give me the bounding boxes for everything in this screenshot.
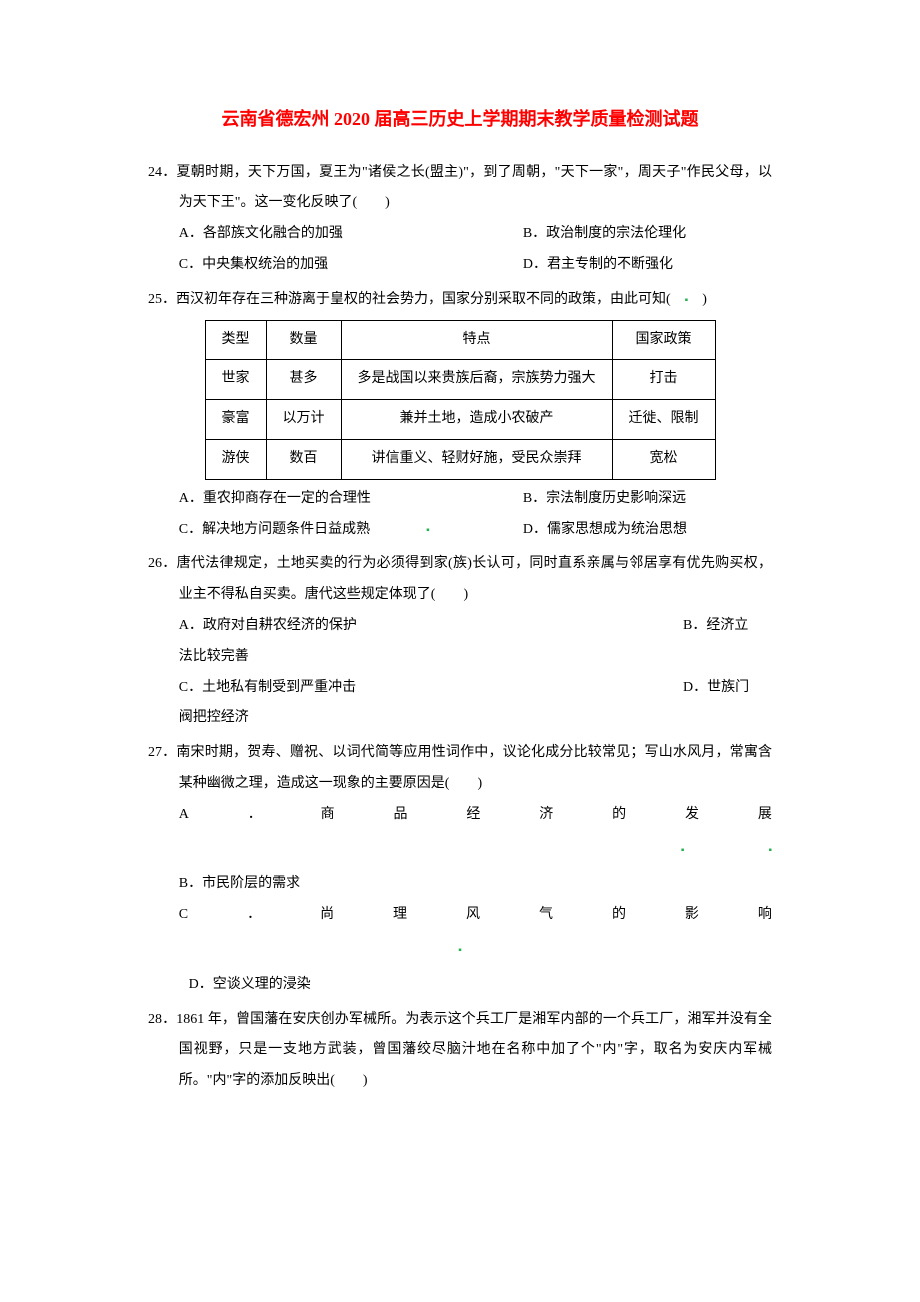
stem-text: 1861 年，曾国藩在安庆创办军械所。为表示这个兵工厂是湘军内部的一个兵工厂，湘… bbox=[176, 1012, 772, 1089]
stem-text-post: ) bbox=[688, 292, 707, 307]
table-cell: 以万计 bbox=[266, 400, 341, 440]
dots-row: ▪ ▪ bbox=[148, 835, 772, 866]
char: 风 bbox=[466, 900, 480, 931]
options-row: C．解决地方问题条件日益成熟 ▪ D．儒家思想成为统治思想 bbox=[148, 515, 772, 546]
char: C bbox=[179, 900, 188, 931]
char: 影 bbox=[685, 900, 699, 931]
question-stem: 27．南宋时期，贺寿、赠祝、以词代简等应用性词作中，议论化成分比较常见；写山水风… bbox=[148, 738, 772, 800]
table-header: 国家政策 bbox=[612, 320, 715, 360]
question-stem: 26．唐代法律规定，土地买卖的行为必须得到家(族)长认可，同时直系亲属与邻居享有… bbox=[148, 549, 772, 611]
question-27: 27．南宋时期，贺寿、赠祝、以词代简等应用性词作中，议论化成分比较常见；写山水风… bbox=[148, 738, 772, 1000]
option-d: D．君主专制的不断强化 bbox=[523, 250, 772, 281]
question-number: 24． bbox=[148, 165, 177, 180]
option-b-part1: B．经济立 bbox=[683, 611, 772, 642]
table-cell: 游侠 bbox=[205, 439, 266, 479]
question-number: 25． bbox=[148, 292, 176, 307]
table-row: 游侠 数百 讲信重义、轻财好施，受民众崇拜 宽松 bbox=[205, 439, 715, 479]
dot-icon: ▪ bbox=[681, 845, 685, 856]
table-cell: 甚多 bbox=[266, 360, 341, 400]
table-row: 世家 甚多 多是战国以来贵族后裔，宗族势力强大 打击 bbox=[205, 360, 715, 400]
option-c-text: C．解决地方问题条件日益成熟 bbox=[179, 522, 370, 537]
char: 发 bbox=[685, 800, 699, 831]
option-a-spread: A ． 商 品 经 济 的 发 展 bbox=[148, 800, 772, 831]
table-cell: 豪富 bbox=[205, 400, 266, 440]
option-d: D．空谈义理的浸染 bbox=[148, 970, 772, 1001]
question-number: 26． bbox=[148, 556, 177, 571]
options-row: C．中央集权统治的加强 D．君主专制的不断强化 bbox=[148, 250, 772, 281]
option-a: A．重农抑商存在一定的合理性 bbox=[179, 484, 523, 515]
char: 经 bbox=[466, 800, 480, 831]
options-row: A．各部族文化融合的加强 B．政治制度的宗法伦理化 bbox=[148, 219, 772, 250]
option-b: B．宗法制度历史影响深远 bbox=[523, 484, 772, 515]
char: ． bbox=[248, 800, 262, 831]
option-d: D．儒家思想成为统治思想 bbox=[523, 515, 772, 546]
table-cell: 数百 bbox=[266, 439, 341, 479]
table-header-row: 类型 数量 特点 国家政策 bbox=[205, 320, 715, 360]
char: 气 bbox=[539, 900, 553, 931]
option-c: C．解决地方问题条件日益成熟 ▪ bbox=[179, 515, 523, 546]
stem-text: 夏朝时期，天下万国，夏王为"诸侯之长(盟主)"，到了周朝，"天下一家"，周天子"… bbox=[177, 165, 772, 211]
options-row: A．重农抑商存在一定的合理性 B．宗法制度历史影响深远 bbox=[148, 484, 772, 515]
table-header: 特点 bbox=[341, 320, 612, 360]
char: 尚 bbox=[320, 900, 334, 931]
stem-text: 南宋时期，贺寿、赠祝、以词代简等应用性词作中，议论化成分比较常见；写山水风月，常… bbox=[176, 745, 772, 791]
option-c: C．中央集权统治的加强 bbox=[179, 250, 523, 281]
table-cell: 迁徙、限制 bbox=[612, 400, 715, 440]
option-b: B．市民阶层的需求 bbox=[148, 869, 772, 900]
char: 品 bbox=[394, 800, 408, 831]
question-26: 26．唐代法律规定，土地买卖的行为必须得到家(族)长认可，同时直系亲属与邻居享有… bbox=[148, 549, 772, 734]
table-row: 豪富 以万计 兼并土地，造成小农破产 迁徙、限制 bbox=[205, 400, 715, 440]
dot-icon: ▪ bbox=[426, 525, 430, 536]
option-d-part1: D．世族门 bbox=[683, 673, 772, 704]
table-cell: 多是战国以来贵族后裔，宗族势力强大 bbox=[341, 360, 612, 400]
table-wrapper: 类型 数量 特点 国家政策 世家 甚多 多是战国以来贵族后裔，宗族势力强大 打击… bbox=[148, 320, 772, 480]
char: 的 bbox=[612, 800, 626, 831]
table-header: 数量 bbox=[266, 320, 341, 360]
question-24: 24．夏朝时期，天下万国，夏王为"诸侯之长(盟主)"，到了周朝，"天下一家"，周… bbox=[148, 158, 772, 281]
table-cell: 世家 bbox=[205, 360, 266, 400]
char: 展 bbox=[758, 800, 772, 831]
char: 响 bbox=[758, 900, 772, 931]
question-28: 28．1861 年，曾国藩在安庆创办军械所。为表示这个兵工厂是湘军内部的一个兵工… bbox=[148, 1005, 772, 1097]
table-cell: 兼并土地，造成小农破产 bbox=[341, 400, 612, 440]
page-title: 云南省德宏州 2020 届高三历史上学期期末教学质量检测试题 bbox=[148, 100, 772, 140]
options-row: C．土地私有制受到严重冲击 D．世族门 bbox=[148, 673, 772, 704]
char: A bbox=[179, 800, 189, 831]
table-cell: 宽松 bbox=[612, 439, 715, 479]
char: 商 bbox=[321, 800, 335, 831]
table-cell: 讲信重义、轻财好施，受民众崇拜 bbox=[341, 439, 612, 479]
char: 理 bbox=[393, 900, 407, 931]
dot-center: ▪ bbox=[148, 935, 772, 966]
question-number: 28． bbox=[148, 1012, 176, 1027]
option-b: B．政治制度的宗法伦理化 bbox=[523, 219, 772, 250]
options-row: A．政府对自耕农经济的保护 B．经济立 bbox=[148, 611, 772, 642]
question-number: 27． bbox=[148, 745, 176, 760]
question-25: 25．西汉初年存在三种游离于皇权的社会势力，国家分别采取不同的政策，由此可知( … bbox=[148, 285, 772, 546]
stem-text: 唐代法律规定，土地买卖的行为必须得到家(族)长认可，同时直系亲属与邻居享有优先购… bbox=[177, 556, 772, 602]
char: ． bbox=[247, 900, 261, 931]
question-stem: 25．西汉初年存在三种游离于皇权的社会势力，国家分别采取不同的政策，由此可知( … bbox=[148, 285, 772, 316]
option-c-spread: C ． 尚 理 风 气 的 影 响 bbox=[148, 900, 772, 931]
char: 济 bbox=[539, 800, 553, 831]
option-b-part2: 法比较完善 bbox=[148, 642, 772, 673]
option-c: C．土地私有制受到严重冲击 bbox=[179, 673, 683, 704]
option-a: A．各部族文化融合的加强 bbox=[179, 219, 523, 250]
stem-text-pre: 西汉初年存在三种游离于皇权的社会势力，国家分别采取不同的政策，由此可知( bbox=[176, 292, 685, 307]
table-cell: 打击 bbox=[612, 360, 715, 400]
data-table: 类型 数量 特点 国家政策 世家 甚多 多是战国以来贵族后裔，宗族势力强大 打击… bbox=[205, 320, 716, 480]
char: 的 bbox=[612, 900, 626, 931]
option-a: A．政府对自耕农经济的保护 bbox=[179, 611, 683, 642]
dot-icon: ▪ bbox=[458, 945, 462, 956]
question-stem: 28．1861 年，曾国藩在安庆创办军械所。为表示这个兵工厂是湘军内部的一个兵工… bbox=[148, 1005, 772, 1097]
option-d-part2: 阀把控经济 bbox=[148, 703, 772, 734]
table-header: 类型 bbox=[205, 320, 266, 360]
dot-icon: ▪ bbox=[768, 845, 772, 856]
question-stem: 24．夏朝时期，天下万国，夏王为"诸侯之长(盟主)"，到了周朝，"天下一家"，周… bbox=[148, 158, 772, 220]
